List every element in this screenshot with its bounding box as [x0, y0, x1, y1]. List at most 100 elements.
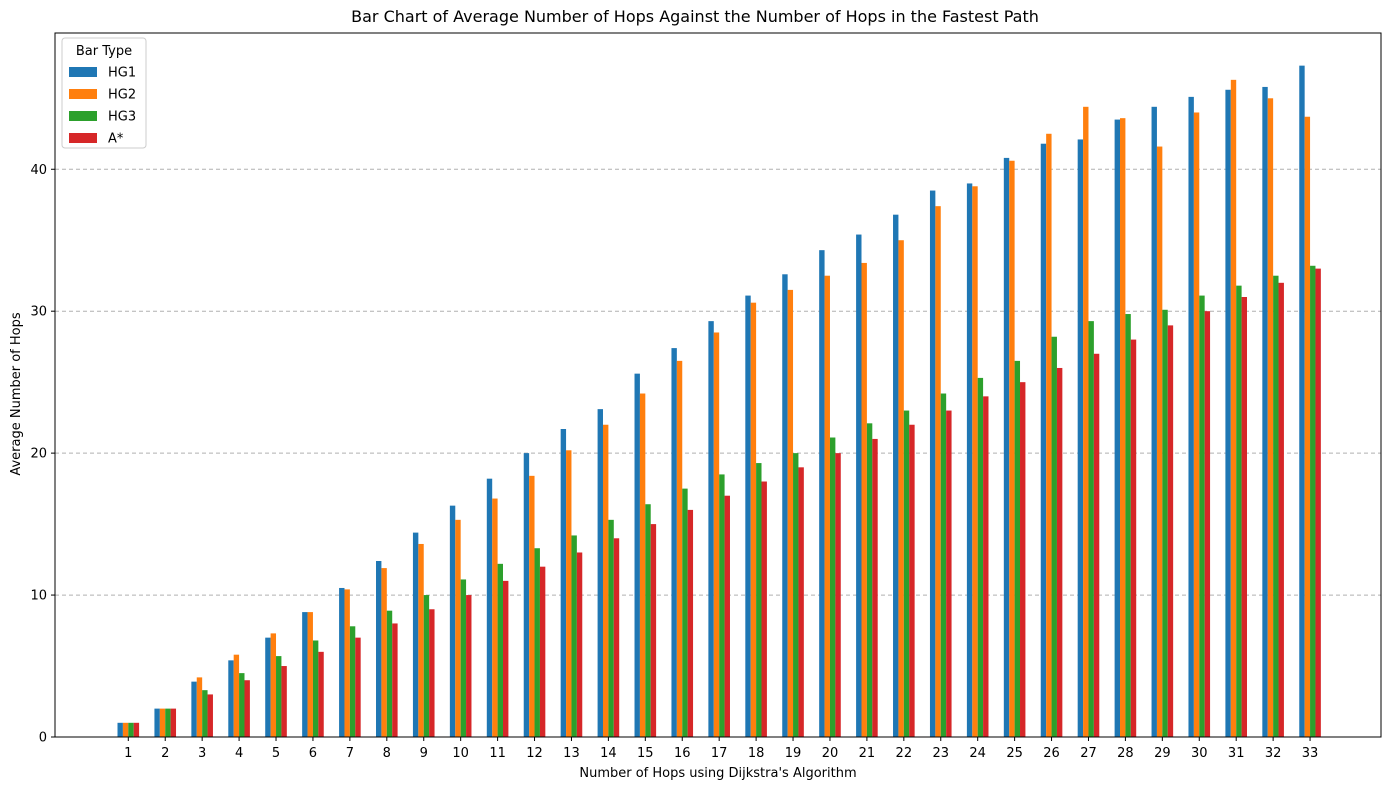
y-tick-label: 30 — [30, 305, 47, 320]
bar — [983, 396, 989, 737]
x-axis-ticks: 1 2 3 4 5 6 7 8 9 10 11 12 13 14 15 16 17 18 19 20 21 22 23 24 2… — [124, 737, 1318, 761]
bar — [503, 580, 509, 737]
bar — [1156, 146, 1163, 737]
bar — [497, 563, 503, 737]
gridlines — [55, 168, 1381, 596]
bar — [560, 429, 567, 737]
bar — [449, 505, 456, 737]
bar — [829, 437, 836, 737]
bar — [1236, 285, 1242, 737]
bar — [708, 321, 714, 737]
bar — [745, 295, 751, 737]
bar — [117, 722, 123, 737]
bar — [122, 722, 129, 737]
bar — [724, 495, 730, 737]
x-tick-label: 18 — [748, 746, 765, 761]
bar — [872, 438, 878, 737]
bar — [750, 302, 757, 737]
bar — [492, 498, 498, 737]
bar — [835, 453, 841, 737]
bar — [339, 587, 345, 737]
x-tick-label: 32 — [1265, 746, 1282, 761]
x-tick-label: 8 — [383, 746, 391, 761]
bar — [782, 274, 788, 737]
bar — [1167, 325, 1174, 737]
bar — [381, 568, 387, 737]
bar — [682, 488, 688, 737]
bar — [1262, 86, 1268, 737]
bar — [534, 548, 540, 737]
bar — [202, 690, 208, 737]
bar — [207, 694, 213, 737]
bar — [244, 680, 250, 737]
bar — [1188, 96, 1194, 737]
x-tick-label: 25 — [1006, 746, 1023, 761]
bar — [719, 474, 725, 737]
bar — [645, 504, 651, 737]
bar — [856, 234, 862, 737]
bar — [866, 423, 873, 737]
bar — [861, 262, 867, 737]
bar — [1120, 118, 1126, 737]
bar — [1304, 116, 1311, 737]
bar — [412, 532, 419, 737]
bar — [1273, 275, 1279, 737]
bar — [1151, 106, 1157, 737]
x-tick-label: 30 — [1191, 746, 1208, 761]
x-tick-label: 27 — [1080, 746, 1097, 761]
bar — [239, 673, 245, 737]
x-tick-label: 23 — [932, 746, 949, 761]
bar — [1315, 268, 1321, 737]
bar — [1230, 79, 1237, 738]
bar — [154, 708, 160, 737]
bar — [608, 519, 614, 737]
x-tick-label: 16 — [674, 746, 691, 761]
bar — [1020, 382, 1026, 737]
bar — [307, 612, 313, 737]
bar — [687, 509, 694, 737]
bar — [228, 660, 234, 737]
bar — [418, 543, 424, 737]
bar — [376, 561, 382, 737]
bar — [571, 535, 577, 737]
bar — [903, 410, 910, 737]
bar — [1199, 295, 1205, 737]
bar — [455, 519, 461, 737]
chart-title: Bar Chart of Average Number of Hops Agai… — [351, 7, 1039, 26]
bar — [1014, 360, 1021, 737]
x-tick-label: 31 — [1228, 746, 1245, 761]
bar — [170, 708, 177, 737]
bar — [1009, 160, 1015, 737]
bar — [529, 475, 535, 737]
legend-title: Bar Type — [76, 44, 132, 59]
bar — [1241, 297, 1247, 737]
x-tick-label: 29 — [1154, 746, 1171, 761]
bar — [133, 722, 140, 737]
legend-label: HG1 — [108, 66, 136, 81]
bar — [1225, 89, 1231, 738]
bar — [276, 656, 282, 737]
series-3 — [133, 268, 1321, 737]
bar — [523, 453, 530, 737]
x-tick-label: 7 — [346, 746, 354, 761]
bar — [1278, 282, 1284, 737]
bar — [602, 424, 609, 737]
x-tick-label: 33 — [1302, 746, 1319, 761]
x-tick-label: 3 — [198, 746, 206, 761]
bar — [671, 348, 677, 737]
bar — [1193, 112, 1200, 737]
bar — [281, 666, 287, 737]
legend-swatch — [69, 67, 97, 77]
bar — [713, 332, 720, 737]
legend-swatch — [69, 133, 97, 143]
bar — [972, 186, 978, 737]
bar — [539, 566, 546, 737]
x-tick-label: 13 — [563, 746, 580, 761]
bar — [966, 183, 973, 738]
bar — [977, 377, 984, 737]
bar — [940, 393, 947, 737]
bar — [756, 463, 762, 737]
bar — [1310, 265, 1316, 737]
bar — [761, 481, 767, 737]
bar — [676, 360, 683, 737]
